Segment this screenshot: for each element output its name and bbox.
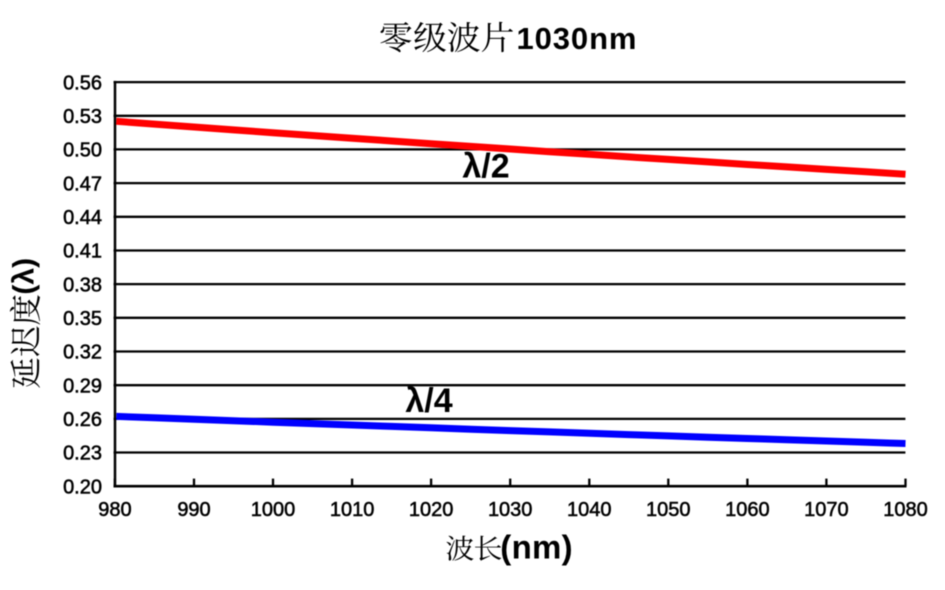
svg-text:1040: 1040 — [567, 499, 612, 521]
svg-text:0.26: 0.26 — [63, 409, 102, 431]
svg-text:0.35: 0.35 — [63, 308, 102, 330]
svg-text:0.38: 0.38 — [63, 274, 102, 296]
svg-text:λ/4: λ/4 — [405, 382, 452, 420]
svg-text:1030nm: 1030nm — [517, 21, 638, 56]
svg-text:1010: 1010 — [330, 499, 375, 521]
svg-text:0.53: 0.53 — [63, 106, 102, 128]
svg-text:0.56: 0.56 — [63, 72, 102, 94]
svg-text:1080: 1080 — [883, 499, 928, 521]
svg-text:0.23: 0.23 — [63, 443, 102, 465]
svg-text:λ/2: λ/2 — [462, 148, 509, 186]
svg-text:990: 990 — [177, 499, 210, 521]
svg-text:1050: 1050 — [646, 499, 691, 521]
svg-text:0.41: 0.41 — [63, 241, 102, 263]
svg-text:0.47: 0.47 — [63, 173, 102, 195]
svg-text:980: 980 — [98, 499, 131, 521]
svg-text:0.44: 0.44 — [63, 207, 102, 229]
svg-text:0.32: 0.32 — [63, 342, 102, 364]
svg-text:(nm): (nm) — [500, 529, 573, 566]
svg-text:1060: 1060 — [725, 499, 770, 521]
svg-text:1070: 1070 — [804, 499, 849, 521]
svg-text:0.50: 0.50 — [63, 140, 102, 162]
svg-text:(λ): (λ) — [8, 258, 41, 295]
svg-text:1030: 1030 — [488, 499, 533, 521]
svg-text:1020: 1020 — [409, 499, 454, 521]
svg-text:1000: 1000 — [251, 499, 296, 521]
svg-text:0.20: 0.20 — [63, 476, 102, 498]
svg-text:0.29: 0.29 — [63, 375, 102, 397]
